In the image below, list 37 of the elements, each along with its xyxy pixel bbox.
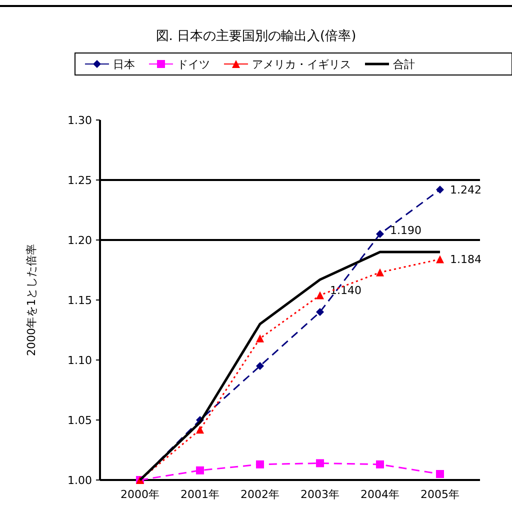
x-tick-label: 2003年 — [300, 488, 340, 501]
y-tick-label: 1.15 — [68, 294, 92, 307]
x-tick-label: 2004年 — [360, 488, 400, 501]
x-tick-label: 2001年 — [180, 488, 220, 501]
point — [436, 255, 444, 264]
point — [376, 268, 384, 276]
chart-title: 図. 日本の主要国別の輸出入(倍率) — [156, 28, 356, 44]
data-label: 1.242 — [450, 184, 482, 197]
point — [256, 362, 264, 370]
y-axis-title: 2000年を1とした倍率 — [25, 244, 38, 356]
data-label: 1.140 — [330, 284, 362, 297]
x-tick-label: 2000年 — [120, 488, 160, 501]
point — [256, 334, 264, 342]
data-label: 1.190 — [390, 224, 422, 237]
point — [376, 230, 384, 238]
legend-label: 合計 — [393, 58, 415, 71]
point — [436, 470, 444, 478]
point — [316, 308, 324, 316]
y-tick-label: 1.10 — [68, 354, 92, 367]
legend-label: 日本 — [113, 58, 135, 71]
x-tick-label: 2002年 — [240, 488, 280, 501]
point — [196, 426, 204, 434]
point — [436, 186, 444, 194]
point — [256, 460, 264, 468]
y-tick-label: 1.25 — [68, 174, 92, 187]
x-tick-label: 2005年 — [420, 488, 460, 501]
point — [196, 466, 204, 474]
point — [316, 459, 324, 468]
y-tick-label: 1.20 — [68, 234, 92, 247]
data-label: 1.184 — [450, 253, 482, 266]
point — [316, 291, 324, 300]
y-tick-label: 1.00 — [68, 474, 92, 487]
point — [376, 460, 384, 468]
legend-label: ドイツ — [177, 58, 210, 71]
y-tick-label: 1.30 — [68, 114, 92, 127]
y-tick-label: 1.05 — [68, 414, 92, 427]
legend-label: アメリカ・イギリス — [252, 58, 351, 71]
